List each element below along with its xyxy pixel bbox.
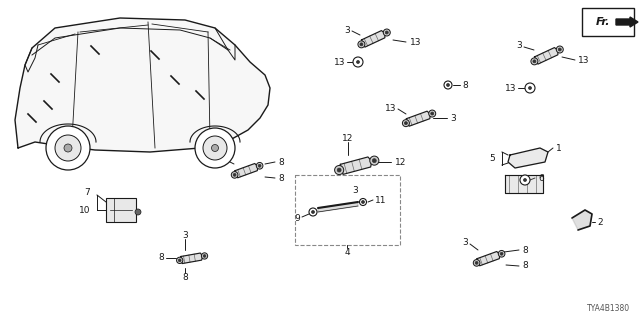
Text: 8: 8 [278,173,284,182]
Text: 5: 5 [489,154,495,163]
Text: 10: 10 [79,205,90,214]
Text: 3: 3 [450,114,456,123]
Circle shape [529,86,531,90]
Circle shape [372,159,376,163]
Text: TYA4B1380: TYA4B1380 [587,304,630,313]
Text: 13: 13 [410,37,422,46]
Text: 6: 6 [538,173,544,182]
Circle shape [179,259,181,262]
Text: 13: 13 [385,103,396,113]
Text: 1: 1 [556,143,562,153]
Circle shape [335,165,344,175]
Circle shape [524,179,527,181]
Polygon shape [508,148,548,168]
Circle shape [211,145,218,151]
Text: 9: 9 [294,213,300,222]
Circle shape [370,156,379,165]
Circle shape [231,172,238,178]
Circle shape [525,83,535,93]
Bar [106,198,136,222]
Circle shape [500,252,503,255]
Circle shape [447,84,449,86]
Text: 3: 3 [344,26,350,35]
Text: 8: 8 [158,253,164,262]
Circle shape [383,29,390,36]
Circle shape [533,60,536,63]
Circle shape [353,57,363,67]
Circle shape [309,208,317,216]
Polygon shape [505,175,543,193]
Text: 3: 3 [352,186,358,195]
Circle shape [431,112,434,115]
Circle shape [499,251,505,257]
Bar [295,175,400,245]
Polygon shape [181,253,203,264]
Circle shape [385,31,388,34]
Text: 3: 3 [216,154,222,163]
Text: 12: 12 [342,133,354,142]
Circle shape [556,46,563,53]
Text: 8: 8 [522,261,528,270]
Circle shape [475,261,478,264]
Circle shape [202,253,207,259]
Circle shape [403,120,410,127]
Circle shape [312,211,314,213]
Polygon shape [572,210,592,230]
Circle shape [429,110,436,117]
Text: 8: 8 [522,245,528,254]
Text: 3: 3 [182,230,188,239]
Circle shape [258,164,261,167]
Circle shape [135,209,141,215]
Text: 4: 4 [344,247,350,257]
Text: 7: 7 [84,188,90,196]
Circle shape [558,48,561,51]
Polygon shape [318,202,358,212]
Text: 3: 3 [462,237,468,246]
Circle shape [195,128,235,168]
Circle shape [358,41,365,48]
Polygon shape [477,252,500,266]
Polygon shape [534,48,558,64]
Circle shape [46,126,90,170]
FancyArrow shape [616,17,638,27]
Circle shape [256,163,263,169]
Polygon shape [340,157,372,174]
Text: 13: 13 [333,58,345,67]
Text: 3: 3 [516,41,522,50]
Bar [582,8,634,36]
Circle shape [337,168,341,172]
Circle shape [203,136,227,160]
Polygon shape [362,31,385,47]
Text: 2: 2 [597,218,603,227]
Circle shape [362,201,365,204]
Text: 8: 8 [278,157,284,166]
Circle shape [55,135,81,161]
Circle shape [64,144,72,152]
Text: 8: 8 [182,274,188,283]
Circle shape [360,43,363,46]
Polygon shape [235,164,258,178]
Circle shape [404,122,408,124]
Circle shape [360,198,367,205]
Text: Fr.: Fr. [596,17,611,27]
Text: 11: 11 [375,196,387,204]
Text: 13: 13 [504,84,516,92]
Polygon shape [15,18,270,152]
Circle shape [177,257,183,263]
Circle shape [474,260,480,266]
Circle shape [233,173,236,176]
Circle shape [531,58,538,65]
Text: 13: 13 [578,55,589,65]
Circle shape [444,81,452,89]
Circle shape [520,175,530,185]
Polygon shape [406,111,430,126]
Text: 12: 12 [395,157,406,166]
Text: 8: 8 [462,81,468,90]
Circle shape [203,255,206,257]
Circle shape [356,60,360,63]
